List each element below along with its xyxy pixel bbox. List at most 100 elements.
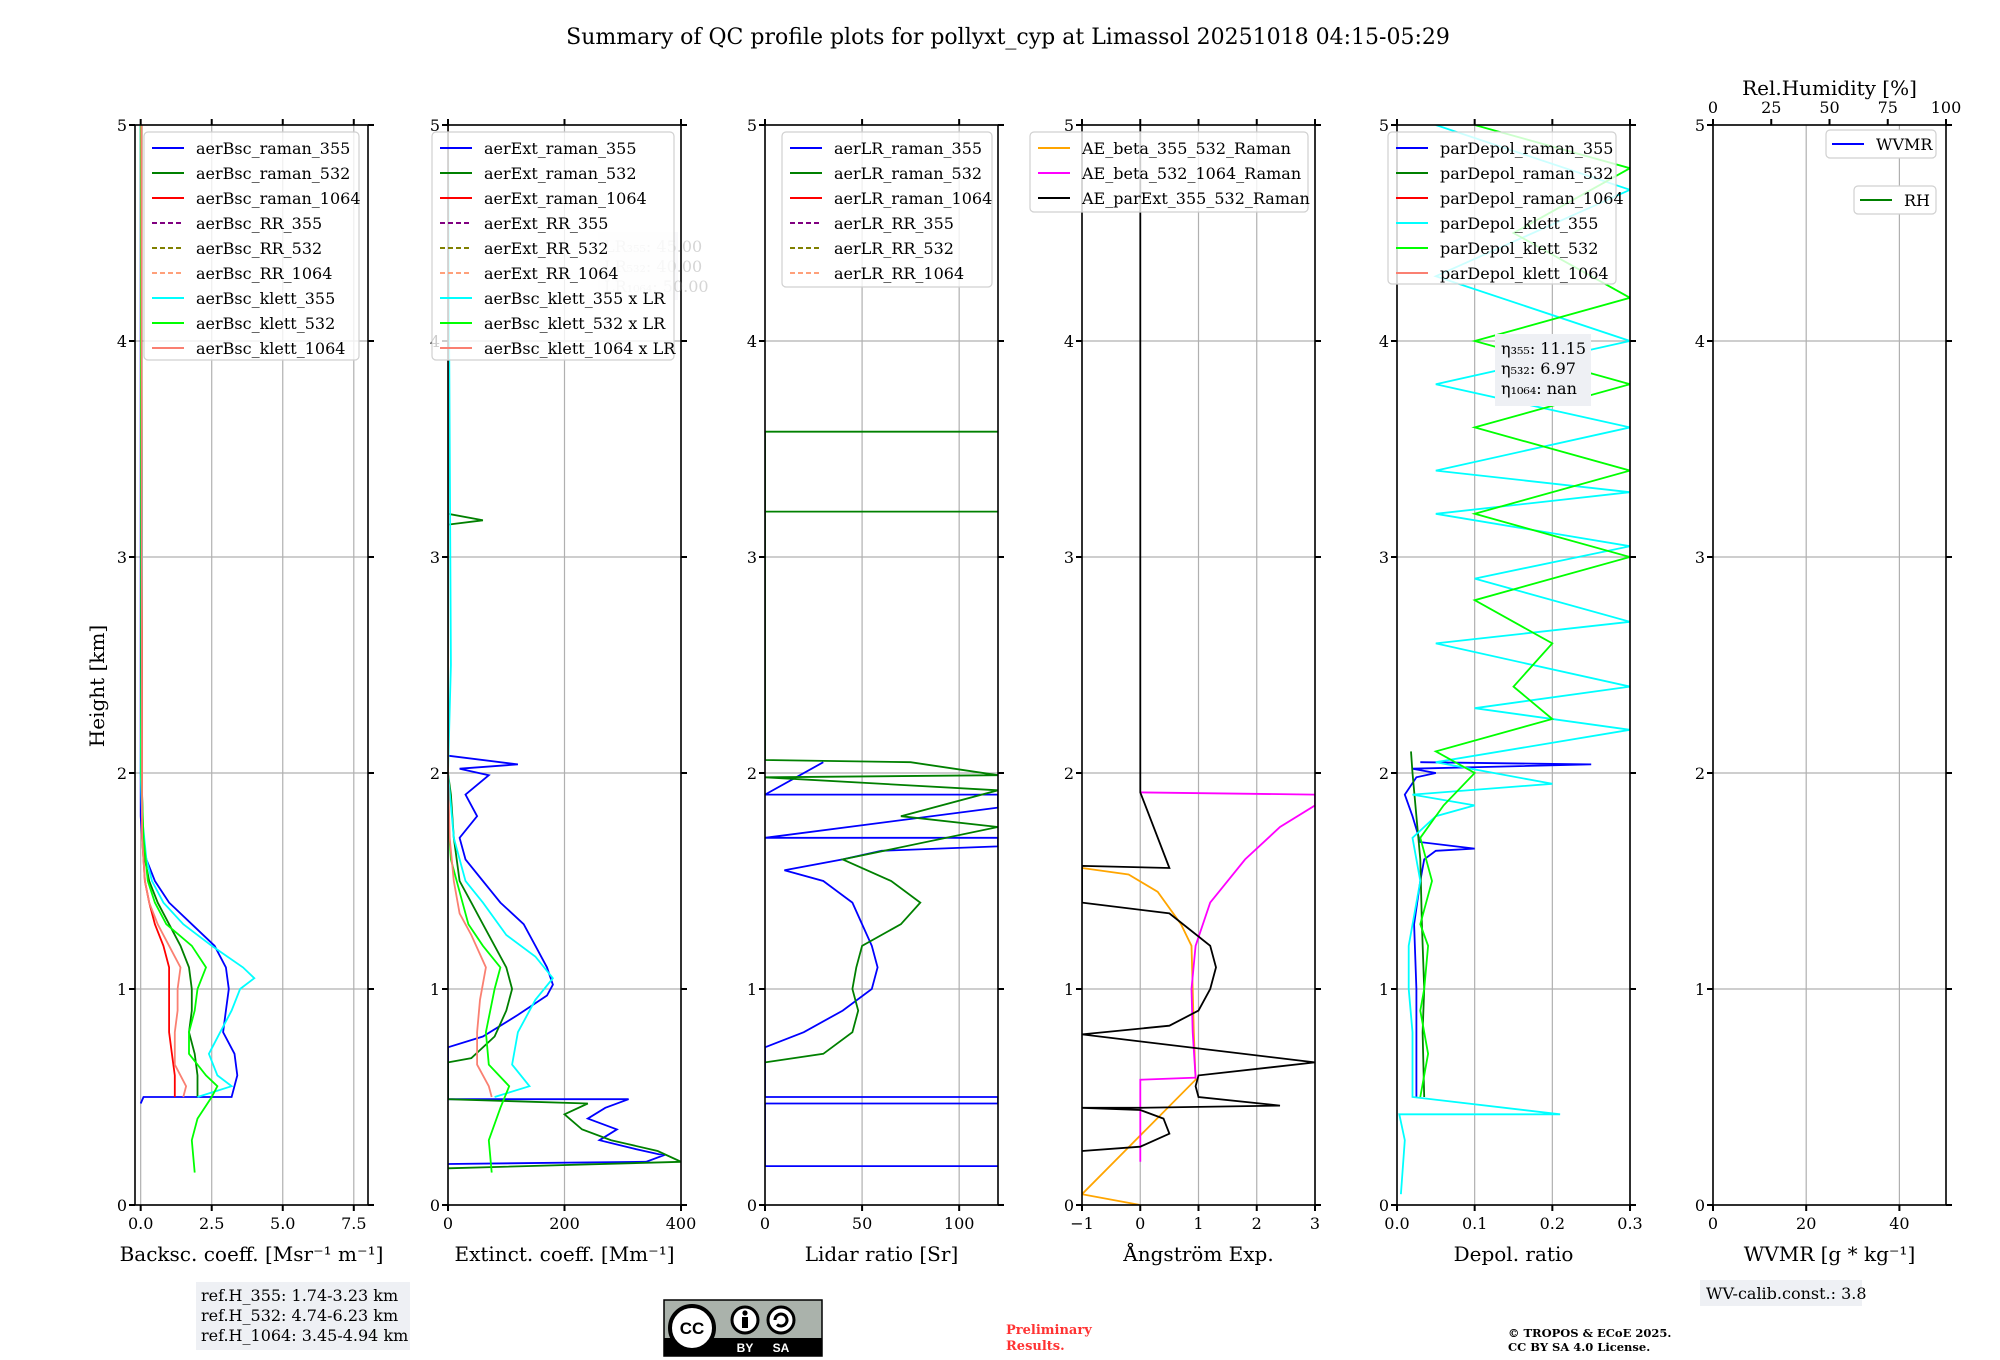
y-tick-label: 0 [1695,1196,1705,1215]
axes-frame [134,124,369,1206]
legend-entry-label: aerLR_raman_1064 [834,189,992,208]
legend-entry-label: parDepol_raman_1064 [1440,189,1624,208]
legend-entry-label: aerExt_raman_355 [484,139,637,158]
x-tick-label: 0 [760,1214,770,1233]
legend-entry-label: aerBsc_raman_1064 [196,189,361,208]
series-line-aerExt_raman_532 [448,125,681,1170]
axes-frame [764,124,999,1206]
x-tick-label: 400 [666,1214,697,1233]
legend-rh: RH [1853,185,1937,215]
y-tick-label: 3 [747,548,757,567]
x-tick-label: 0.0 [128,1214,153,1233]
x-tick-label: 5.0 [270,1214,295,1233]
x-tick-label: 40 [1889,1214,1909,1233]
legend-entry-label: parDepol_raman_532 [1440,164,1613,183]
y-tick-label: 5 [1695,116,1705,135]
y-tick-label: 0 [747,1196,757,1215]
legend-entry-label: parDepol_klett_1064 [1440,264,1609,283]
by-label: BY [737,1341,754,1355]
legend-box [1387,131,1617,285]
legend-bsc: aerBsc_raman_355 aerBsc_raman_532 aerBsc_r… [143,131,361,361]
y-tick-label: 4 [117,332,127,351]
y-tick-label: 2 [117,764,127,783]
sa-label: SA [773,1341,790,1355]
y-tick-label: 2 [1064,764,1074,783]
y-tick-label: 5 [1379,116,1389,135]
top-x-tick-label: 50 [1819,98,1839,117]
legend-entry-label: aerExt_raman_1064 [484,189,647,208]
legend-entry-label: aerBsc_klett_355 x LR [484,289,666,308]
x-axis-label: Extinct. coeff. [Mm⁻¹] [454,1242,674,1266]
legend-entry-label: RH [1904,191,1930,210]
y-tick-label: 2 [1695,764,1705,783]
series-line-aerBsc_klett_1064 [140,125,188,1098]
x-tick-label: 0 [443,1214,453,1233]
series-group [765,430,998,1167]
x-axis-label: WVMR [g * kg⁻¹] [1744,1242,1916,1266]
axes-frame [1712,124,1947,1206]
legend-entry-label: aerBsc_klett_355 [196,289,335,308]
y-tick-label: 0 [117,1196,127,1215]
y-tick-label: 5 [747,116,757,135]
legend-box [781,131,993,288]
x-axis-label: Lidar ratio [Sr] [805,1242,959,1266]
y-axis-label: Height [km] [85,625,109,747]
legend-entry-label: parDepol_klett_355 [1440,214,1598,233]
y-tick-label: 3 [430,548,440,567]
y-tick-label: 1 [117,980,127,999]
top-x-tick-label: 25 [1761,98,1781,117]
ref-height-1064: ref.H_1064: 3.45-4.94 km [201,1326,408,1345]
legend-entry-label: aerBsc_klett_1064 [196,339,345,358]
series-line-parDepol_raman_355 [1403,761,1592,1097]
copyright-line2: CC BY SA 4.0 License. [1508,1340,1650,1354]
series-line-parDepol_klett_355 [1398,125,1630,1195]
ref-height-box: ref.H_355: 1.74-3.23 km ref.H_532: 4.74-… [196,1282,410,1350]
x-tick-label: 1 [1193,1214,1203,1233]
ref-height-355: ref.H_355: 1.74-3.23 km [201,1286,398,1305]
legend-entry-label: aerBsc_RR_532 [196,239,322,258]
top-x-axis-label: Rel.Humidity [%] [1742,76,1917,100]
y-tick-label: 1 [747,980,757,999]
x-tick-label: 7.5 [341,1214,366,1233]
legend-entry-label: aerExt_RR_532 [484,239,608,258]
legend-entry-label: parDepol_raman_355 [1440,139,1613,158]
series-line-aerLR_raman_355 [765,761,998,1167]
x-tick-label: 0.1 [1462,1214,1487,1233]
legend-box [1029,131,1309,213]
x-tick-label: 0.2 [1540,1214,1565,1233]
y-tick-label: 3 [117,548,127,567]
x-axis-label: Backsc. coeff. [Msr⁻¹ m⁻¹] [120,1242,384,1266]
legend-entry-label: aerLR_RR_355 [834,214,954,233]
cc-icon [668,1304,716,1352]
x-tick-label: 2.5 [199,1214,224,1233]
legend-entry-label: WVMR [1876,135,1933,154]
series-line-AE_beta_355_532_Raman [1082,867,1197,1205]
x-tick-label: 200 [549,1214,580,1233]
x-tick-label: 2 [1252,1214,1262,1233]
x-tick-label: −1 [1070,1214,1094,1233]
y-tick-label: 1 [1379,980,1389,999]
legend-entry-label: AE_beta_355_532_Raman [1081,139,1291,158]
preliminary-label-line1: Preliminary [1006,1323,1092,1338]
legend-entry-label: aerBsc_klett_532 x LR [484,314,666,333]
y-tick-label: 1 [430,980,440,999]
x-tick-label: 0 [1708,1214,1718,1233]
y-tick-label: 2 [747,764,757,783]
legend-entry-label: parDepol_klett_532 [1440,239,1598,258]
legend-box [143,131,360,361]
top-x-tick-label: 0 [1708,98,1718,117]
legend-entry-label: aerLR_raman_532 [834,164,982,183]
x-tick-label: 0 [1135,1214,1145,1233]
legend-entry-label: aerBsc_RR_1064 [196,264,332,283]
y-tick-label: 1 [1064,980,1074,999]
legend-entry-label: aerExt_raman_532 [484,164,637,183]
cc-license-badge: CC BY SA [663,1299,823,1357]
legend-depol: parDepol_raman_355 parDepol_raman_532 parD… [1387,131,1624,285]
y-tick-label: 0 [1064,1196,1074,1215]
legend-entry-label: aerLR_RR_532 [834,239,954,258]
y-tick-label: 4 [747,332,757,351]
y-tick-label: 4 [1695,332,1705,351]
